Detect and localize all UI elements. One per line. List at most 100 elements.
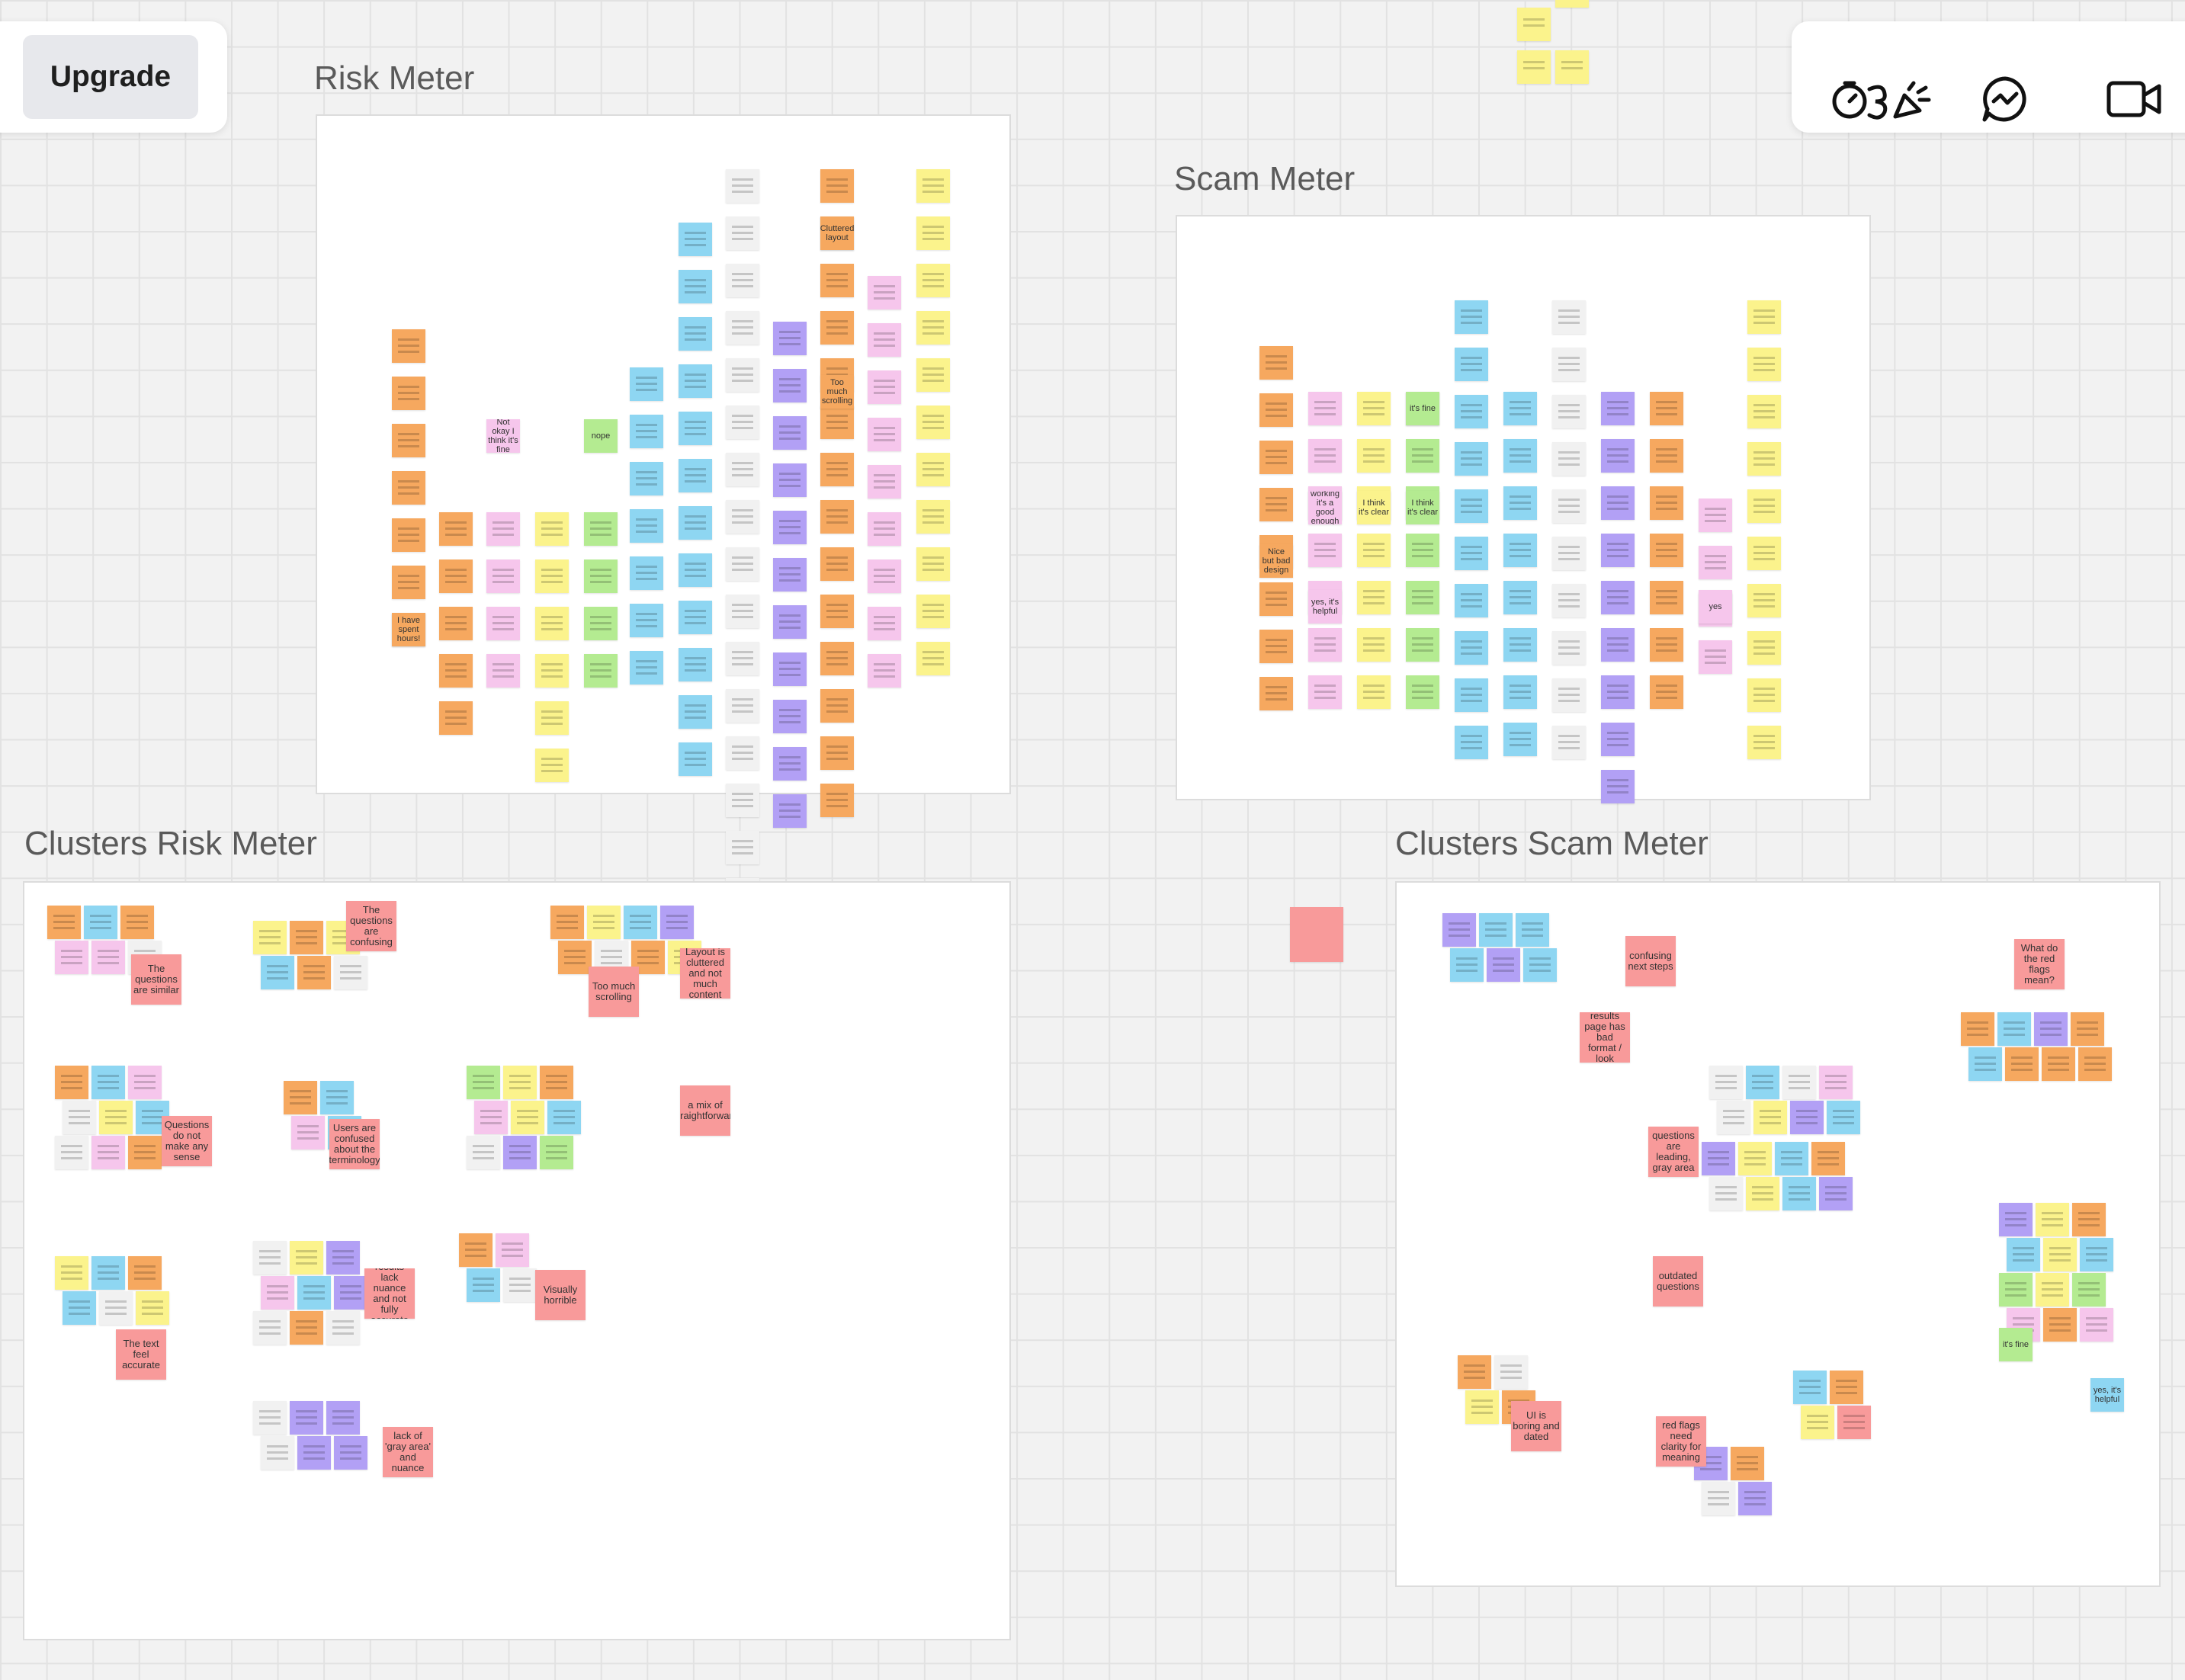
sticky-note[interactable]	[1747, 348, 1781, 381]
sticky-note[interactable]	[726, 831, 759, 864]
sticky-note[interactable]	[726, 547, 759, 581]
sticky-note[interactable]	[1601, 723, 1635, 756]
sticky-note[interactable]	[392, 329, 425, 363]
sticky-note[interactable]	[1290, 907, 1343, 962]
sticky-note[interactable]	[916, 406, 950, 439]
sticky-note[interactable]	[535, 559, 569, 593]
sticky-note[interactable]	[630, 556, 663, 590]
sticky-note[interactable]	[2078, 1047, 2112, 1081]
sticky-note[interactable]	[1503, 581, 1537, 614]
sticky-note[interactable]	[630, 415, 663, 448]
sticky-note[interactable]	[868, 607, 901, 640]
sticky-note[interactable]	[726, 453, 759, 486]
sticky-note[interactable]	[535, 701, 569, 735]
sticky-note[interactable]	[1702, 1482, 1735, 1515]
sticky-note[interactable]	[439, 607, 473, 640]
sticky-note[interactable]	[1442, 913, 1476, 947]
sticky-note[interactable]	[1790, 1101, 1824, 1134]
sticky-note[interactable]	[2043, 1238, 2077, 1271]
sticky-note[interactable]	[2071, 1012, 2104, 1046]
sticky-note[interactable]	[91, 1136, 125, 1169]
sticky-note[interactable]	[1782, 1177, 1816, 1210]
sticky-note[interactable]	[2036, 1203, 2069, 1236]
sticky-note[interactable]	[535, 607, 569, 640]
sticky-note[interactable]	[128, 1256, 162, 1290]
sticky-note[interactable]	[868, 370, 901, 404]
sticky-note[interactable]	[540, 1136, 573, 1169]
sticky-note[interactable]: Cluttered layout	[820, 216, 854, 250]
sticky-note[interactable]	[1552, 489, 1586, 523]
sticky-note[interactable]	[1455, 726, 1488, 759]
sticky-note[interactable]	[1458, 1355, 1491, 1389]
sticky-note[interactable]	[253, 1241, 287, 1274]
sticky-note[interactable]	[820, 784, 854, 817]
sticky-note[interactable]	[1811, 1142, 1845, 1175]
sticky-note[interactable]	[587, 906, 621, 939]
sticky-note[interactable]	[679, 506, 712, 540]
sticky-note[interactable]	[1517, 8, 1551, 41]
sticky-note[interactable]	[2043, 1308, 2077, 1342]
sticky-note[interactable]	[334, 1276, 367, 1310]
sticky-note[interactable]	[1517, 50, 1551, 84]
sticky-note[interactable]	[99, 1291, 133, 1325]
sticky-note[interactable]	[1494, 1355, 1528, 1389]
sticky-note[interactable]	[535, 512, 569, 546]
sticky-note[interactable]	[1259, 346, 1293, 380]
sticky-note[interactable]	[99, 1101, 133, 1134]
sticky-note[interactable]	[1406, 534, 1439, 567]
sticky-note[interactable]	[1747, 726, 1781, 759]
sticky-note[interactable]	[2080, 1238, 2113, 1271]
sticky-note[interactable]	[439, 559, 473, 593]
sticky-note[interactable]: a mix of straightforward	[680, 1085, 730, 1136]
sticky-note[interactable]	[459, 1233, 493, 1267]
sticky-note[interactable]	[916, 264, 950, 297]
sticky-note[interactable]	[1455, 489, 1488, 523]
sticky-note[interactable]	[439, 701, 473, 735]
sticky-note[interactable]	[630, 509, 663, 543]
sticky-note[interactable]	[261, 956, 294, 989]
sticky-note[interactable]	[1782, 1066, 1816, 1099]
sticky-note[interactable]: it's fine	[1999, 1328, 2033, 1361]
sticky-note[interactable]	[773, 416, 807, 450]
sticky-note[interactable]	[1308, 392, 1342, 425]
sticky-note[interactable]	[1406, 439, 1439, 473]
sticky-note[interactable]: I have spent hours!	[392, 613, 425, 646]
sticky-note[interactable]	[486, 559, 520, 593]
sticky-note[interactable]	[820, 264, 854, 297]
sticky-note[interactable]	[1455, 631, 1488, 665]
sticky-note[interactable]	[1746, 1066, 1779, 1099]
sticky-note[interactable]	[1308, 439, 1342, 473]
sticky-note[interactable]	[1503, 439, 1537, 473]
sticky-note[interactable]	[726, 169, 759, 203]
sticky-note[interactable]	[679, 553, 712, 587]
sticky-note[interactable]	[726, 264, 759, 297]
clusters-risk-meter-frame[interactable]: The questions are similar The questions a…	[23, 881, 1011, 1640]
sticky-note[interactable]	[773, 463, 807, 497]
sticky-note[interactable]	[916, 547, 950, 581]
sticky-note[interactable]	[1259, 677, 1293, 710]
sticky-note[interactable]	[916, 500, 950, 534]
sticky-note[interactable]	[1308, 628, 1342, 662]
sticky-note[interactable]	[868, 323, 901, 357]
sticky-note[interactable]	[820, 406, 854, 439]
sticky-note[interactable]	[916, 595, 950, 628]
sticky-note[interactable]	[820, 642, 854, 675]
sticky-note[interactable]	[1503, 675, 1537, 709]
sticky-note[interactable]	[1601, 675, 1635, 709]
sticky-note[interactable]	[868, 418, 901, 451]
sticky-note[interactable]	[1308, 534, 1342, 567]
sticky-note[interactable]	[1999, 1203, 2033, 1236]
sticky-note[interactable]	[1259, 441, 1293, 474]
sticky-note[interactable]	[820, 689, 854, 723]
sticky-note[interactable]	[726, 595, 759, 628]
sticky-note[interactable]	[1455, 678, 1488, 712]
risk-meter-frame[interactable]: nope I have spent hours! Not okay I think …	[316, 114, 1011, 912]
sticky-note[interactable]	[120, 906, 154, 939]
sticky-note[interactable]	[1747, 678, 1781, 712]
sticky-note[interactable]	[1747, 442, 1781, 476]
sticky-note[interactable]	[1747, 300, 1781, 334]
sticky-note[interactable]	[1552, 442, 1586, 476]
sticky-note[interactable]: I think it's clear	[1406, 491, 1439, 524]
sticky-note[interactable]	[2072, 1273, 2106, 1306]
sticky-note[interactable]	[503, 1066, 537, 1099]
